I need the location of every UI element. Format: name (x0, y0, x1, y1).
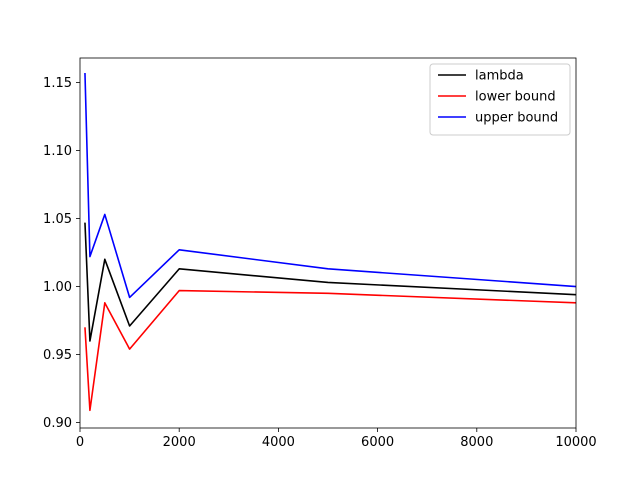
axes-layer: 0 2000 4000 6000 8000 10000 0.90 0.95 1.00 1.05 1.… (43, 76, 597, 450)
y-tick-label: 0.90 (43, 416, 72, 431)
x-tick-label: 0 (76, 435, 84, 450)
y-tick-label: 1.10 (43, 144, 72, 159)
legend-label: lambda (475, 69, 524, 84)
y-tick-label: 1.00 (43, 280, 72, 295)
legend: lambda lower bound upper bound (429, 63, 571, 136)
y-tick-label: 1.15 (43, 76, 72, 91)
series-line-1 (84, 289, 577, 412)
series-line-2 (84, 72, 577, 299)
x-tick-label: 6000 (361, 435, 394, 450)
legend-label: upper bound (475, 111, 558, 126)
x-tick-label: 2000 (163, 435, 196, 450)
plot-frame (79, 57, 577, 429)
x-tick-label: 4000 (262, 435, 295, 450)
series-line-0 (84, 222, 577, 342)
x-tick-label: 8000 (460, 435, 493, 450)
y-tick-label: 0.95 (43, 348, 72, 363)
series-layer (84, 72, 577, 412)
legend-label: lower bound (475, 90, 556, 105)
x-tick-label: 10000 (555, 435, 596, 450)
y-tick-label: 1.05 (43, 212, 72, 227)
